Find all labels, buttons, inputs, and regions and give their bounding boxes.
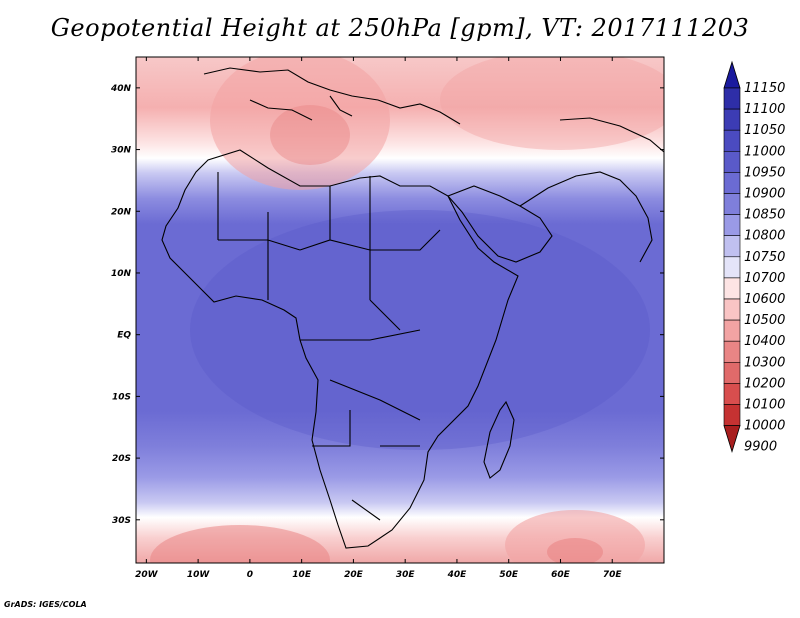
colorbar-level-label: 10850 [744,208,785,223]
colorbar-level-label: 10600 [744,292,785,307]
map-title: Geopotential Height at 250hPa [gpm], VT:… [50,14,750,42]
lon-tick-label: 20E [344,570,364,580]
colorbar-labels: 11150 11100 11050 11000 10950 10900 10850 10800… [744,81,785,455]
colorbar-level-label: 11050 [744,123,785,138]
colorbar-level-label: 10800 [744,229,785,244]
colorbar-box [723,361,741,384]
colorbar-level-label: 10100 [744,398,785,413]
colorbar-level-label: 10500 [744,313,785,328]
grads-credit: GrADS: IGES/COLA [4,600,87,609]
colorbar-min-arrow [723,425,741,453]
lon-tick-label: 20W [135,570,159,580]
colorbar-box [723,108,741,131]
lat-tick-label: 20N [111,207,132,217]
lat-tick-label: 10N [111,269,132,279]
lon-tick-label: 10E [292,570,312,580]
lat-tick-label: 30S [112,516,131,526]
lat-tick-label: 40N [110,84,132,94]
colorbar-box [723,214,741,237]
axis-ticks [136,57,664,563]
colorbar-boxes [723,60,741,453]
colorbar-box [723,172,741,194]
plot-frame [135,56,665,564]
lat-tick-label: 10S [112,392,131,402]
lon-tick-label: 50E [499,570,519,580]
lon-tick-label: 0 [247,570,253,580]
longitude-labels: 20W 10W 0 10E 20E 30E 40E 50E 60E 70E [135,570,622,580]
lon-tick-label: 60E [551,570,571,580]
lon-tick-label: 70E [603,570,623,580]
colorbar-level-label: 11100 [744,102,785,117]
lat-tick-label: 30N [111,146,132,156]
colorbar-box [723,151,741,173]
lon-tick-label: 40E [447,570,468,580]
colorbar-box [723,129,741,152]
lon-tick-label: 30E [396,570,416,580]
colorbar-box [723,383,741,405]
colorbar-level-label: 10750 [744,250,785,265]
colorbar-box [723,256,741,279]
lon-tick-label: 10W [187,570,211,580]
colorbar-level-label: 11000 [744,144,785,159]
colorbar-box [723,404,741,426]
colorbar-box [723,277,741,300]
lat-tick-label: EQ [117,331,131,341]
colorbar-box [723,193,741,215]
colorbar-level-label: 10700 [744,271,785,286]
colorbar-level-label: 10900 [744,187,785,202]
colorbar-box [723,87,741,110]
latitude-labels: 40N 30N 20N 10N EQ 10S 20S 30S [110,84,132,526]
colorbar-box [723,340,741,363]
colorbar-level-label: 10400 [744,334,785,349]
colorbar-level-label: 10200 [744,376,785,391]
colorbar-box [723,298,741,321]
colorbar-level-label: 10950 [744,165,785,180]
coastlines [161,67,664,549]
colorbar-max-arrow [723,60,741,89]
lat-tick-label: 20S [112,454,131,464]
colorbar-level-label: 11150 [744,81,785,96]
colorbar-box [723,235,741,258]
colorbar-level-label: 10000 [744,419,785,434]
colorbar-level-label: 9900 [744,440,777,455]
colorbar-level-label: 10300 [744,355,785,370]
colorbar-box [723,319,741,342]
